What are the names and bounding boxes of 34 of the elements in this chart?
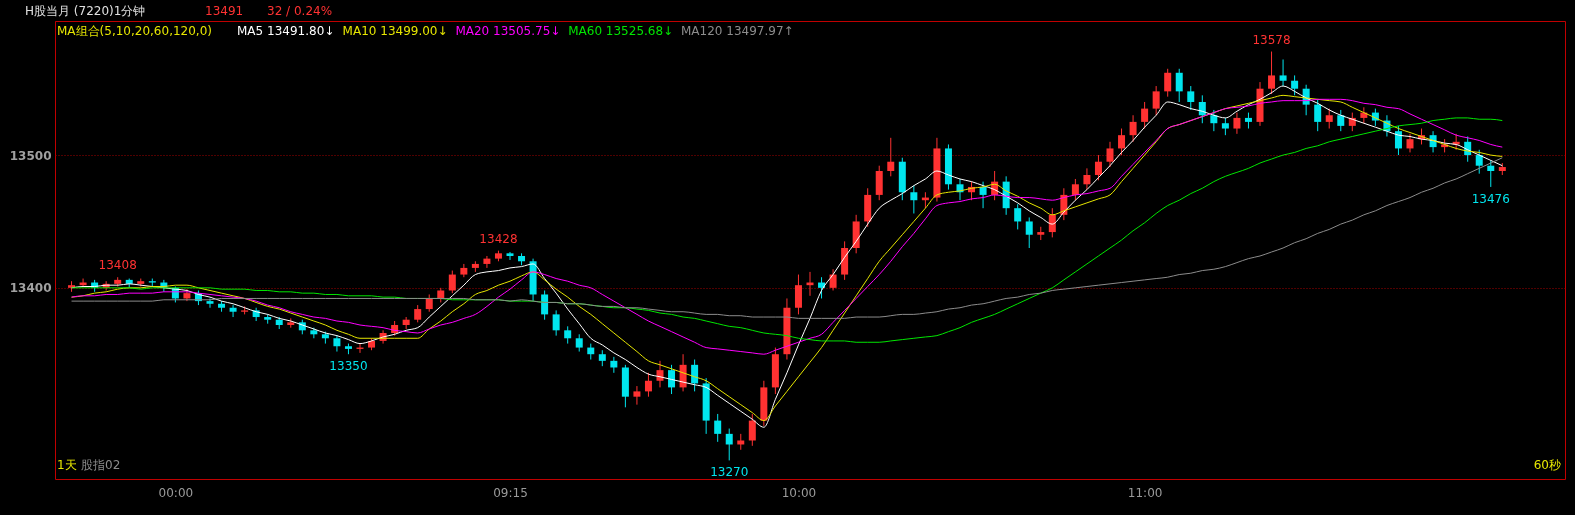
x-tick-label: 11:00 xyxy=(1127,485,1163,500)
text: 60秒 xyxy=(1533,458,1561,472)
text: 32 / 0.24% xyxy=(267,4,333,18)
x-tick-label: 10:00 xyxy=(781,485,817,500)
annotation: 13578 xyxy=(1252,32,1291,47)
candlestick xyxy=(1025,216,1033,249)
legend-title: MA组合(5,10,20,60,120,0) xyxy=(57,24,212,38)
annotation: 13428 xyxy=(479,231,518,246)
text: MA120 13497.97↑ xyxy=(681,24,794,38)
annotation: 13350 xyxy=(329,359,368,374)
candlestick xyxy=(1037,226,1045,241)
candlestick xyxy=(598,349,606,367)
text: MA60 13525.68↓ xyxy=(568,24,674,38)
candlestick xyxy=(344,343,352,355)
candlestick xyxy=(494,250,502,262)
annotation: 13408 xyxy=(98,258,137,273)
candlestick xyxy=(460,263,468,278)
candlestick xyxy=(1221,117,1229,136)
chart-title: H股当月 (7220)1分钟 xyxy=(25,4,146,18)
candlestick xyxy=(264,313,272,325)
text: MA20 13505.75↓ xyxy=(455,24,561,38)
candlestick xyxy=(575,333,583,353)
text: MA10 13499.00↓ xyxy=(342,24,448,38)
annotation: 1天 xyxy=(57,458,77,472)
x-tick-label: 09:15 xyxy=(493,485,528,500)
y-tick-label: 13500 xyxy=(9,148,52,163)
text: MA5 13491.80↓ xyxy=(237,24,335,38)
annotation: 股指02 xyxy=(81,458,121,472)
text: 13491 xyxy=(205,4,244,18)
y-tick-label: 13400 xyxy=(9,281,52,296)
annotation: 13476 xyxy=(1471,191,1510,206)
x-tick-label: 00:00 xyxy=(158,485,194,500)
annotation: 13270 xyxy=(710,465,749,480)
candlestick xyxy=(1268,51,1276,95)
